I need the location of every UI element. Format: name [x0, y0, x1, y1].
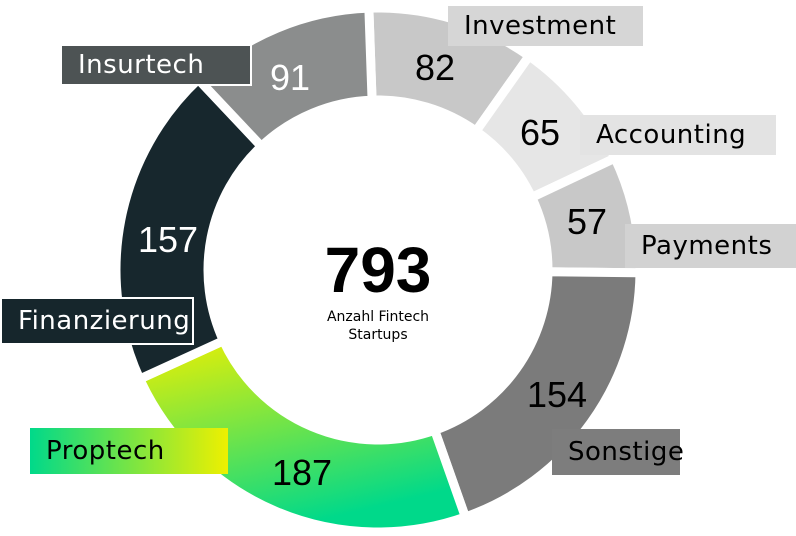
category-label: Finanzierung — [0, 297, 194, 345]
value-label: 82 — [414, 47, 456, 88]
category-label: Insurtech — [60, 44, 252, 86]
category-label: Accounting — [580, 115, 776, 155]
category-label: Investment — [448, 6, 643, 46]
category-label: Sonstige — [552, 429, 684, 475]
value-label: 157 — [137, 219, 199, 260]
value-label: 91 — [269, 57, 311, 98]
total: 793 — [324, 234, 432, 306]
value-label: 57 — [566, 201, 608, 242]
category-label: Payments — [625, 224, 796, 268]
value-label: 187 — [271, 452, 333, 493]
center: 793 Anzahl Fintech Startups — [278, 232, 478, 344]
subtitle: Anzahl Fintech Startups — [326, 309, 430, 343]
value-label: 65 — [519, 112, 561, 153]
segment — [133, 334, 472, 536]
category-label: Proptech — [30, 428, 228, 474]
value-label: 154 — [526, 374, 588, 415]
